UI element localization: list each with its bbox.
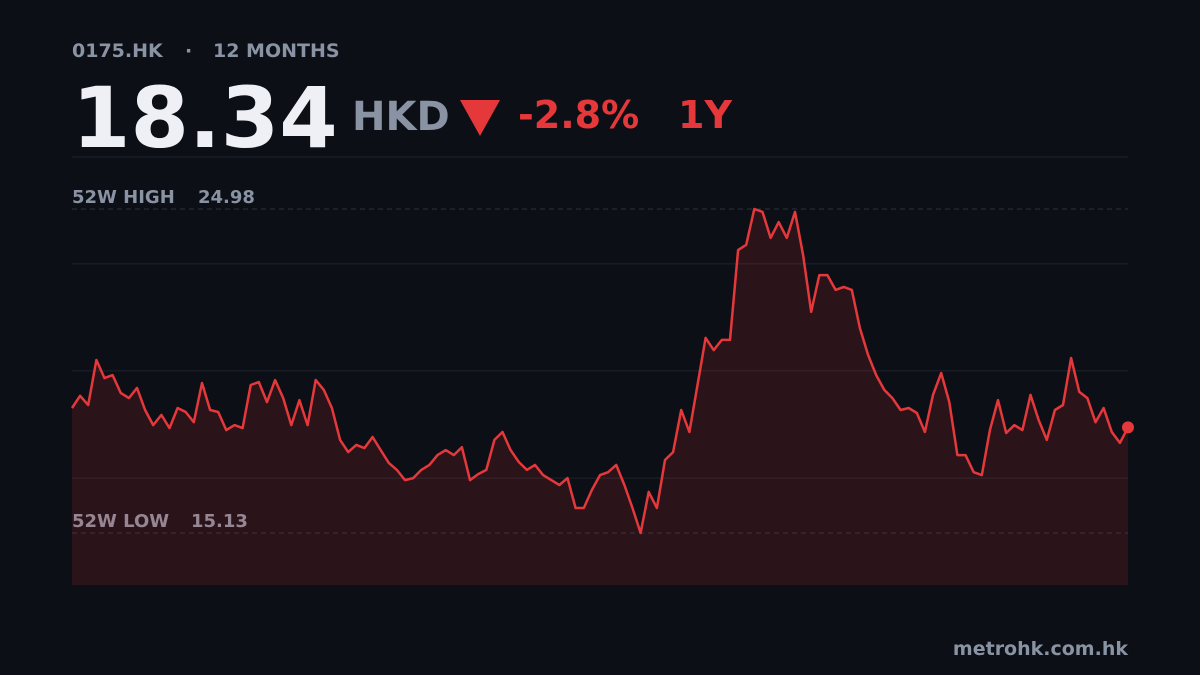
currency: HKD [352, 94, 450, 140]
high-value: 24.98 [198, 187, 255, 208]
high-label: 52W HIGH [72, 187, 175, 208]
last-point [1122, 421, 1134, 434]
low-label: 52W LOW [72, 511, 169, 532]
area [72, 209, 1128, 585]
price-line [70, 207, 1130, 535]
separator: · [185, 40, 192, 62]
source: metrohk.com.hk [953, 638, 1128, 660]
price: 18.34 [72, 69, 338, 167]
down-arrow [460, 100, 500, 136]
low-value: 15.13 [191, 511, 248, 532]
range: 1Y [678, 93, 732, 137]
ticker: 0175.HK [72, 40, 164, 62]
period: 12 MONTHS [213, 40, 340, 62]
change: -2.8% [518, 93, 639, 137]
